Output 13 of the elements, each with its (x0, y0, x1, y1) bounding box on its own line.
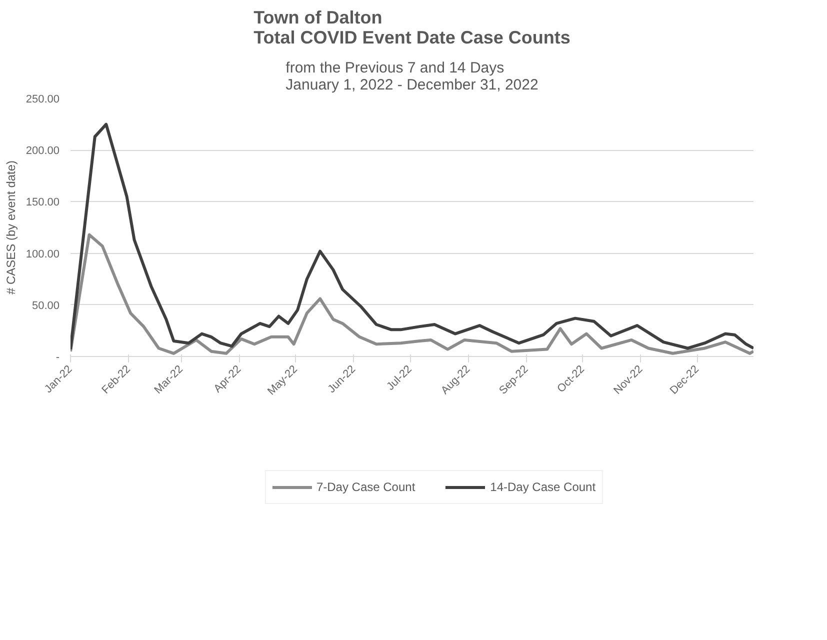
line-series (70, 233, 754, 355)
legend-label: 7-Day Case Count (316, 480, 416, 494)
y-tick-label: 50.00 (32, 300, 60, 312)
chart-subtitle: from the Previous 7 and 14 Days January 1, 2022 - December 31, 2022 (286, 60, 538, 94)
y-tick-label: - (56, 352, 60, 364)
line-series (70, 122, 754, 351)
y-axis-title: # CASES (by event date) (4, 160, 18, 295)
legend-label: 14-Day Case Count (490, 480, 596, 494)
y-tick-label: 150.00 (26, 196, 60, 209)
y-tick-label: 200.00 (26, 145, 60, 158)
chart-title: Town of Dalton Total COVID Event Date Case Counts (254, 8, 570, 48)
y-tick-label: 100.00 (26, 248, 60, 260)
y-tick-label: 250.00 (26, 94, 60, 106)
